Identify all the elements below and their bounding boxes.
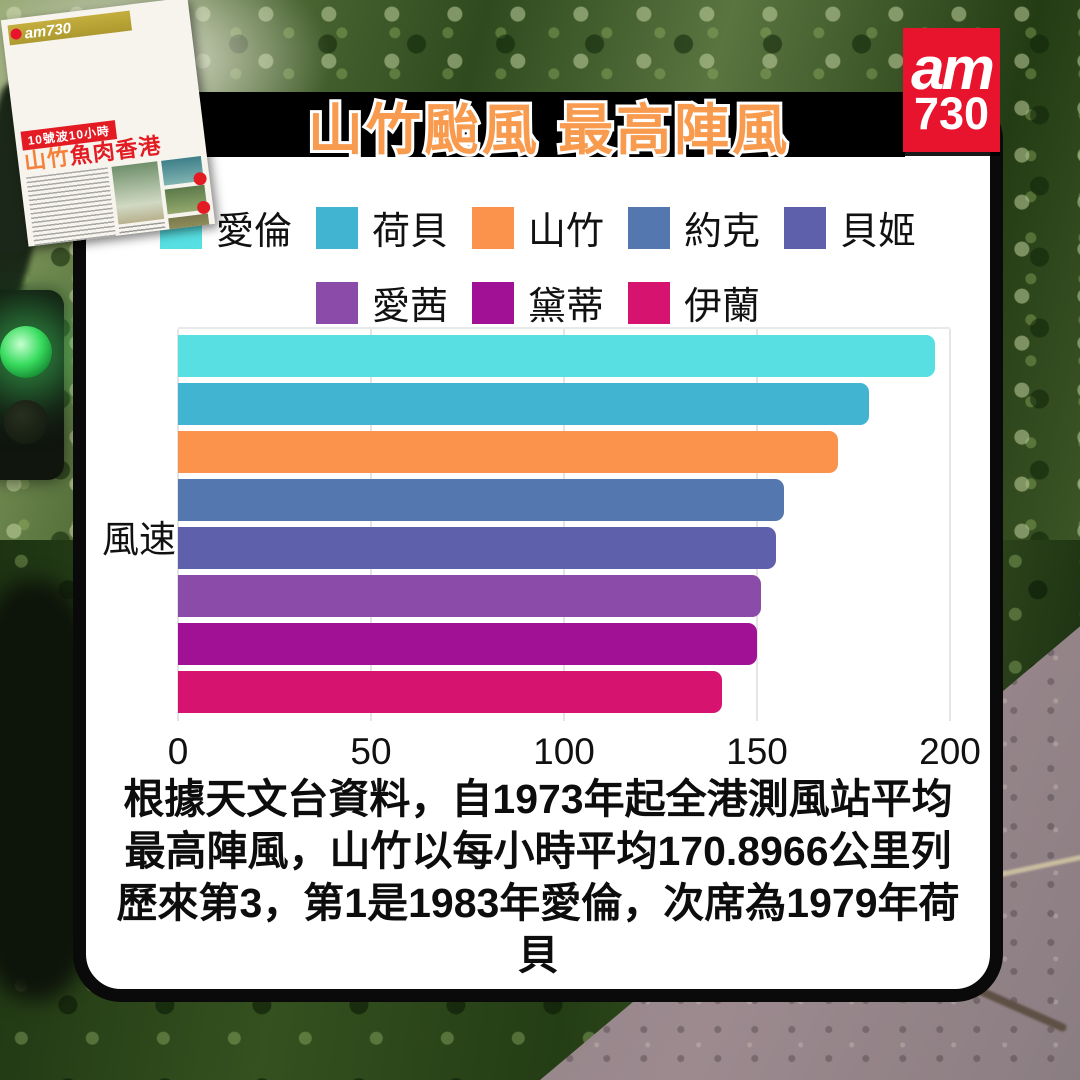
bar-黛蒂	[178, 623, 757, 665]
legend-label: 愛茜	[371, 286, 448, 328]
legend-label: 伊蘭	[684, 286, 761, 328]
bar-荷貝	[178, 383, 869, 425]
bars-container	[178, 335, 950, 713]
page-title: 山竹颱風 最高陣風	[305, 96, 791, 164]
legend-row-2: 愛茜 黛蒂 伊蘭	[315, 275, 760, 330]
legend-swatch	[471, 206, 514, 249]
bar-愛倫	[178, 335, 935, 377]
x-tick-label-100: 100	[533, 731, 595, 772]
x-axis-ticks: 0 50 100 150 200	[168, 731, 981, 777]
unlit-light	[4, 400, 48, 444]
bar-chart: 風速 0 50 100 150 200	[86, 327, 990, 777]
legend-item-荷貝: 荷貝	[315, 200, 448, 255]
caption-text: 根據天文台資料，自1973年起全港測風站平均 最高陣風，山竹以每小時平均170.8…	[86, 773, 990, 981]
caption-line: 根據天文台資料，自1973年起全港測風站平均	[123, 776, 953, 822]
newspaper-thumbnail: am730 10號波10小時 山竹魚肉香港	[0, 0, 216, 247]
bar-愛茜	[178, 575, 761, 617]
legend-item-愛茜: 愛茜	[315, 275, 448, 330]
caption-line: 貝	[517, 932, 559, 979]
legend-item-黛蒂: 黛蒂	[471, 275, 604, 330]
y-axis-label: 風速	[102, 519, 176, 560]
bar-貝姬	[178, 527, 777, 569]
plot-area	[177, 327, 951, 721]
legend-item-伊蘭: 伊蘭	[628, 275, 760, 330]
newspaper-text-column	[26, 167, 119, 247]
chart-card: 山竹颱風 最高陣風 愛倫 荷貝 山竹 約克 貝姬 愛茜 黛蒂 伊蘭 風速 0 50 100 150…	[73, 92, 1003, 1002]
legend-item-山竹: 山竹	[471, 200, 604, 255]
bar-伊蘭	[178, 671, 723, 713]
caption-line: 歷來第3，第1是1983年愛倫，次席為1979年荷	[116, 880, 960, 927]
legend-item-貝姬: 貝姬	[784, 200, 916, 255]
x-tick-label-200: 200	[919, 731, 981, 772]
x-tick-label-0: 0	[167, 731, 189, 772]
newspaper-photo-small	[164, 184, 208, 215]
newspaper-headline-part1: 山竹	[22, 143, 72, 175]
green-light	[0, 326, 52, 378]
legend-item-約克: 約克	[628, 200, 760, 255]
chart-legend: 愛倫 荷貝 山竹 約克 貝姬 愛茜 黛蒂 伊蘭	[86, 200, 990, 330]
legend-label: 愛倫	[215, 211, 292, 253]
bar-約克	[178, 479, 785, 521]
newspaper-photo-small	[161, 156, 204, 186]
legend-row-1: 愛倫 荷貝 山竹 約克 貝姬	[159, 200, 916, 255]
newspaper-photo-small	[111, 161, 165, 225]
legend-swatch	[628, 281, 670, 324]
traffic-light	[0, 290, 64, 480]
legend-label: 荷貝	[371, 211, 448, 253]
x-tick-label-50: 50	[350, 731, 392, 772]
legend-swatch	[628, 206, 670, 249]
legend-swatch	[471, 281, 514, 324]
legend-label: 貝姬	[840, 211, 917, 253]
logo-text-am: am	[911, 35, 995, 103]
legend-swatch	[315, 206, 358, 249]
legend-label: 約克	[684, 211, 761, 253]
legend-swatch	[784, 206, 827, 249]
x-tick-label-150: 150	[726, 731, 788, 772]
legend-label: 山竹	[527, 211, 604, 253]
legend-swatch	[315, 281, 358, 324]
logo-text-730: 730	[913, 88, 990, 140]
am730-logo: am 730	[903, 28, 1000, 152]
legend-label: 黛蒂	[527, 286, 604, 328]
bar-山竹	[178, 431, 839, 473]
caption-line: 最高陣風，山竹以每小時平均170.8966公里列	[124, 828, 952, 875]
